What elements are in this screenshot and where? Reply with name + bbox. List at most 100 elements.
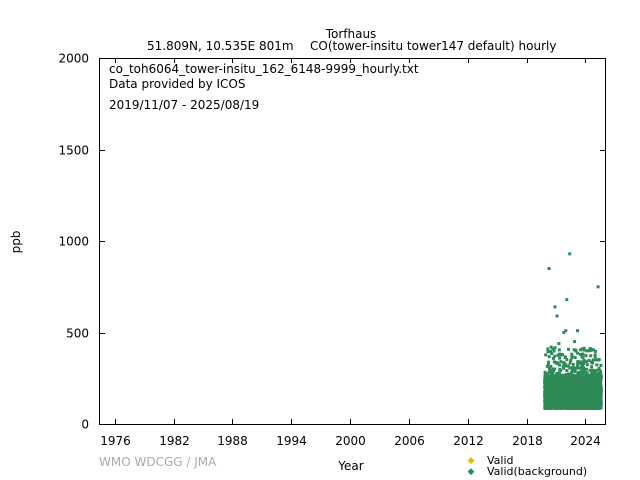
data-point	[596, 392, 600, 396]
data-point	[582, 348, 586, 352]
data-point	[577, 383, 581, 387]
data-point	[584, 401, 588, 405]
data-point	[556, 382, 560, 386]
data-point	[556, 397, 560, 401]
data-point	[557, 348, 561, 352]
data-point	[567, 373, 570, 377]
data-point	[551, 347, 555, 351]
data-point	[572, 374, 576, 378]
data-point	[597, 398, 601, 402]
data-point	[563, 356, 567, 359]
x-tick-label: 1988	[217, 434, 248, 448]
data-point	[597, 371, 601, 375]
data-point	[567, 377, 571, 380]
data-point	[571, 403, 575, 407]
data-point	[565, 358, 569, 361]
period-annotation: 2019/11/07 - 2025/08/19	[109, 98, 260, 112]
data-point	[590, 403, 594, 407]
data-point	[563, 362, 567, 366]
data-point	[552, 360, 556, 364]
data-point	[552, 406, 556, 410]
data-point	[568, 381, 572, 384]
data-point	[575, 386, 579, 390]
data-point	[548, 378, 552, 382]
data-point	[560, 377, 564, 380]
data-point	[567, 391, 571, 395]
x-tick-label: 1976	[100, 434, 131, 448]
data-point	[576, 351, 580, 355]
data-point	[567, 406, 571, 410]
data-point	[577, 380, 581, 383]
data-point	[551, 397, 555, 401]
data-point	[592, 377, 596, 381]
y-tick-label: 500	[66, 327, 89, 341]
data-point	[552, 369, 555, 373]
data-point	[599, 392, 603, 396]
data-point	[546, 360, 550, 364]
data-point	[581, 379, 585, 383]
data-point	[549, 387, 553, 391]
data-point	[599, 377, 603, 381]
data-point	[579, 353, 582, 356]
data-point	[545, 395, 548, 399]
data-point	[585, 384, 589, 388]
data-point	[556, 392, 560, 396]
data-point	[565, 399, 569, 403]
data-point	[560, 404, 564, 408]
data-point	[552, 399, 556, 403]
data-point	[589, 354, 593, 358]
data-point	[592, 370, 596, 374]
data-point	[587, 359, 591, 362]
data-point	[566, 374, 570, 378]
data-point	[569, 359, 573, 362]
data-point	[584, 374, 588, 378]
data-point	[578, 389, 582, 393]
data-point	[544, 384, 548, 388]
x-tick-label: 2012	[453, 434, 484, 448]
data-point	[550, 393, 554, 397]
data-point	[553, 374, 557, 378]
x-tick-label: 2000	[335, 434, 366, 448]
data-point	[594, 399, 598, 403]
data-point	[547, 370, 551, 374]
data-point	[569, 387, 573, 391]
data-point	[595, 368, 598, 372]
data-point	[588, 381, 592, 385]
data-points	[543, 252, 603, 410]
data-point	[574, 379, 578, 383]
data-point	[559, 406, 563, 410]
data-point	[581, 372, 585, 375]
data-point	[589, 378, 593, 381]
data-point	[583, 382, 587, 385]
data-point	[585, 372, 589, 375]
data-point	[571, 400, 575, 403]
data-point	[560, 382, 564, 386]
data-point	[577, 397, 581, 401]
data-point	[584, 354, 588, 358]
data-point	[599, 387, 603, 391]
data-point	[586, 402, 590, 406]
plot-frame	[99, 58, 606, 425]
data-point	[583, 389, 587, 393]
data-point	[565, 381, 569, 385]
data-point	[599, 397, 603, 401]
data-point	[593, 358, 597, 362]
data-point	[557, 342, 561, 345]
data-point	[598, 401, 602, 405]
data-point	[560, 390, 564, 394]
data-point	[577, 378, 581, 382]
data-point	[594, 387, 598, 391]
data-point	[588, 391, 592, 395]
data-point	[546, 362, 550, 366]
data-point	[573, 369, 577, 373]
data-point	[584, 379, 588, 382]
data-point	[562, 366, 565, 370]
y-tick-label: 0	[81, 418, 89, 432]
data-point	[576, 363, 580, 367]
data-point	[593, 353, 597, 357]
data-point	[570, 370, 574, 374]
data-point	[566, 388, 570, 392]
data-point	[565, 369, 569, 372]
data-point	[567, 347, 570, 351]
data-point	[591, 358, 595, 362]
